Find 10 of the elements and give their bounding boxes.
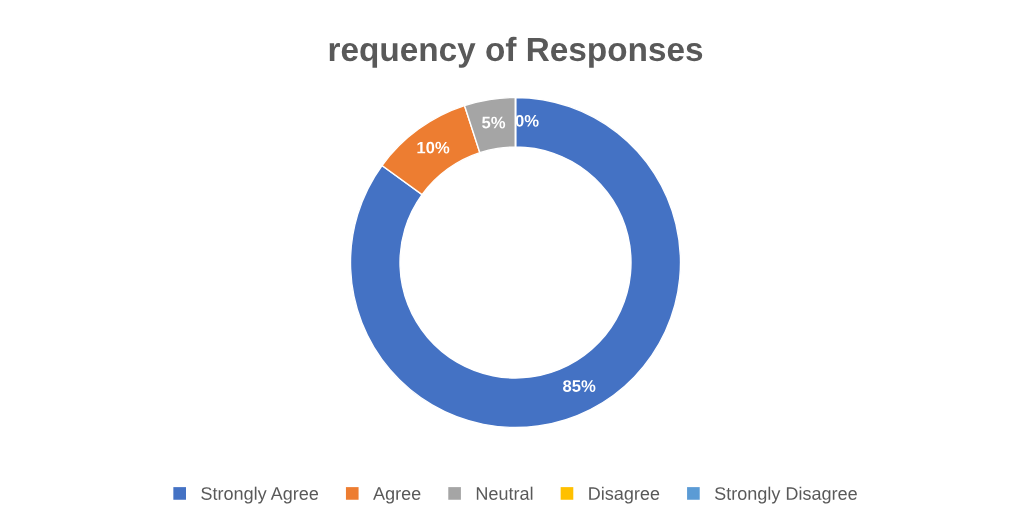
data-label: 10% xyxy=(417,141,450,154)
data-label: 85% xyxy=(563,380,596,392)
donut-slice xyxy=(349,96,682,429)
legend-label: Neutral xyxy=(476,486,533,500)
legend-label: Strongly Agree xyxy=(201,486,319,504)
data-label: 5% xyxy=(482,116,506,129)
legend-label: Disagree xyxy=(589,486,660,504)
chart-title: requency of Responses xyxy=(329,36,703,68)
legend-label: Agree xyxy=(373,487,421,504)
legend-label: Strongly Disagree xyxy=(714,486,857,504)
